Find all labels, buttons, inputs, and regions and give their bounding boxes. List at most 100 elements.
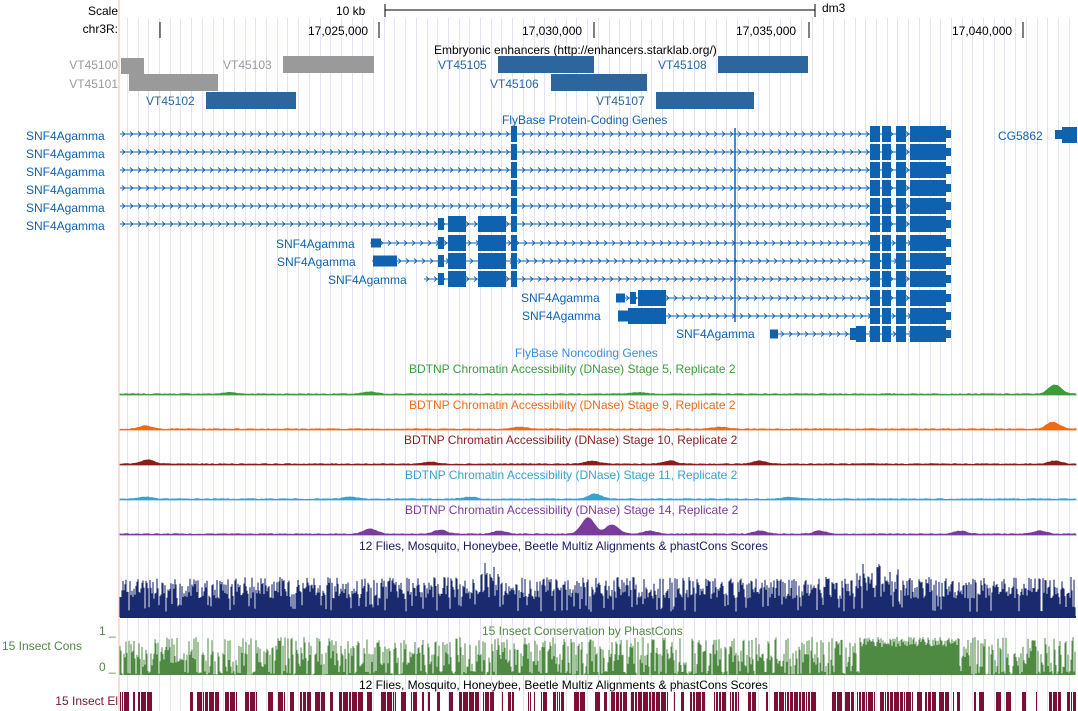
exon <box>628 308 666 324</box>
strand-arrow <box>257 149 262 155</box>
strand-arrow <box>241 221 246 227</box>
strand-arrow <box>761 149 766 155</box>
strand-arrow <box>169 149 174 155</box>
grid-line <box>245 18 246 711</box>
enhancer-label[interactable]: VT45107 <box>596 94 645 108</box>
gene-label[interactable]: SNF4Agamma <box>328 273 407 287</box>
strand-arrow <box>273 149 278 155</box>
conserved-element <box>1067 692 1070 711</box>
conserved-element <box>553 692 556 711</box>
strand-arrow <box>313 149 318 155</box>
track-title-dnase-stage10[interactable]: BDTNP Chromatin Accessibility (DNase) St… <box>404 433 738 447</box>
strand-arrow <box>747 240 752 246</box>
strand-arrow <box>169 203 174 209</box>
gene-label[interactable]: SNF4Agamma <box>26 219 105 233</box>
insect-cons-side-label[interactable]: 15 Insect Cons <box>2 639 83 653</box>
conserved-element <box>561 692 564 711</box>
gene-label[interactable]: SNF4Agamma <box>277 255 356 269</box>
strand-arrow <box>809 131 814 137</box>
strand-arrow <box>561 149 566 155</box>
conserved-element <box>449 692 453 711</box>
conserved-element <box>649 692 651 711</box>
conserved-element <box>794 692 798 711</box>
strand-arrow <box>833 185 838 191</box>
gene-label[interactable]: SNF4Agamma <box>276 237 355 251</box>
strand-arrow <box>233 185 238 191</box>
enhancer-label[interactable]: VT45101 <box>69 77 118 91</box>
enhancer-label[interactable]: VT45105 <box>438 58 487 72</box>
strand-arrow <box>675 313 680 319</box>
strand-arrow <box>729 276 734 282</box>
conserved-element <box>147 692 152 711</box>
strand-arrow <box>497 185 502 191</box>
grid-line <box>609 18 610 711</box>
strand-arrow <box>753 131 758 137</box>
strand-arrow <box>699 240 704 246</box>
enhancer-label[interactable]: VT45106 <box>490 77 539 91</box>
strand-arrow <box>665 149 670 155</box>
exon <box>850 328 856 340</box>
track-title-dnase-stage9[interactable]: BDTNP Chromatin Accessibility (DNase) St… <box>409 398 736 412</box>
exon <box>910 126 946 142</box>
gene-label-cg5862[interactable]: CG5862 <box>998 129 1043 143</box>
strand-arrow <box>625 203 630 209</box>
gene-label[interactable]: SNF4Agamma <box>522 309 601 323</box>
strand-arrow <box>857 295 862 301</box>
track-title-flybase-noncoding[interactable]: FlyBase Noncoding Genes <box>515 346 658 360</box>
track-title-insect-cons[interactable]: 15 Insect Conservation by PhastCons <box>482 624 683 638</box>
enhancer-label[interactable]: VT45102 <box>146 94 195 108</box>
strand-arrow <box>405 258 410 264</box>
strand-arrow <box>281 167 286 173</box>
enhancer-label[interactable]: VT45103 <box>223 58 272 72</box>
track-title-insect-el[interactable]: 12 Flies, Mosquito, Honeybee, Beetle Mul… <box>359 678 768 692</box>
gene-label[interactable]: SNF4Agamma <box>521 291 600 305</box>
gene-label[interactable]: SNF4Agamma <box>26 165 105 179</box>
strand-arrow <box>681 185 686 191</box>
gene-label[interactable]: SNF4Agamma <box>26 147 105 161</box>
strand-arrow <box>361 131 366 137</box>
strand-arrow <box>649 276 654 282</box>
gene-label[interactable]: SNF4Agamma <box>676 327 755 341</box>
strand-arrow <box>673 185 678 191</box>
strand-arrow <box>609 221 614 227</box>
strand-arrow <box>193 185 198 191</box>
strand-arrow <box>793 167 798 173</box>
track-title-dnase-stage14[interactable]: BDTNP Chromatin Accessibility (DNase) St… <box>405 503 739 517</box>
conserved-element <box>459 692 462 711</box>
strand-arrow <box>677 258 682 264</box>
insect-el-side-label[interactable]: 15 Insect El <box>55 694 118 708</box>
strand-arrow <box>633 149 638 155</box>
track-title-dnase-stage5[interactable]: BDTNP Chromatin Accessibility (DNase) St… <box>409 362 736 376</box>
grid-line <box>897 18 898 711</box>
track-title-dnase-stage11[interactable]: BDTNP Chromatin Accessibility (DNase) St… <box>405 468 738 482</box>
enhancer-label[interactable]: VT45108 <box>658 58 707 72</box>
grid-line <box>437 18 438 711</box>
gene-label[interactable]: SNF4Agamma <box>26 201 105 215</box>
strand-arrow <box>697 203 702 209</box>
strand-arrow <box>633 131 638 137</box>
strand-arrow <box>281 185 286 191</box>
strand-arrow <box>801 295 806 301</box>
conserved-element <box>752 692 756 711</box>
track-title-multiz[interactable]: 12 Flies, Mosquito, Honeybee, Beetle Mul… <box>359 539 768 553</box>
track-title-flybase-coding[interactable]: FlyBase Protein-Coding Genes <box>502 113 668 127</box>
enhancer-label[interactable]: VT45100 <box>69 58 118 72</box>
strand-arrow <box>577 131 582 137</box>
strand-arrow <box>844 331 849 337</box>
gene-label[interactable]: SNF4Agamma <box>26 183 105 197</box>
strand-arrow <box>153 167 158 173</box>
strand-arrow <box>691 313 696 319</box>
track-title-enhancers[interactable]: Embryonic enhancers (http://enhancers.st… <box>434 43 717 57</box>
strand-arrow <box>185 221 190 227</box>
enhancer-block <box>498 56 594 73</box>
strand-arrow <box>633 185 638 191</box>
strand-arrow <box>753 295 758 301</box>
strand-arrow <box>417 149 422 155</box>
strand-arrow <box>793 276 798 282</box>
strand-arrow <box>843 313 848 319</box>
strand-arrow <box>753 167 758 173</box>
strand-arrow <box>795 240 800 246</box>
gene-label[interactable]: SNF4Agamma <box>26 129 105 143</box>
strand-arrow <box>249 149 254 155</box>
